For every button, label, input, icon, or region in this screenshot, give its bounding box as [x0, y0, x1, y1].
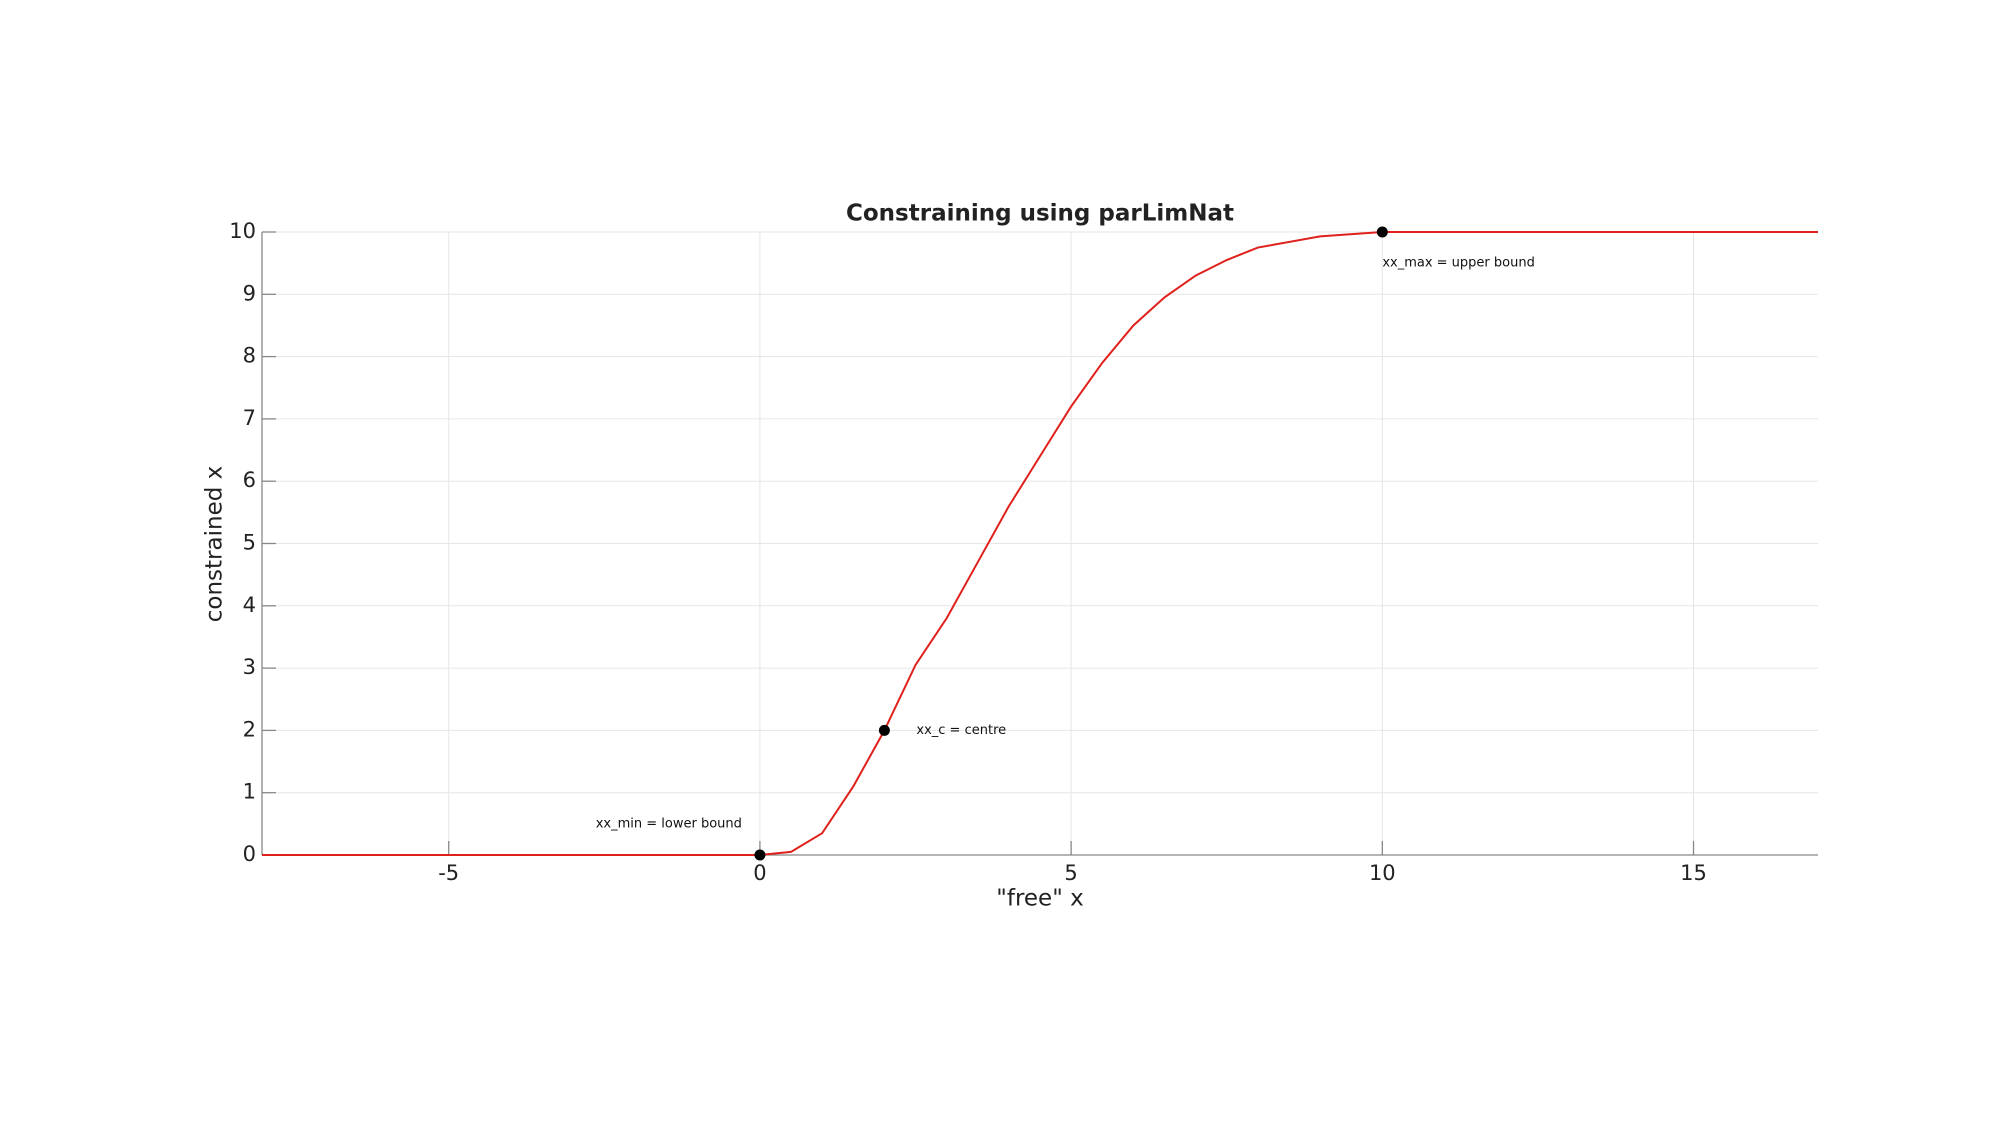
x-tick-label: 10 — [1369, 861, 1396, 885]
y-tick-label: 1 — [243, 780, 256, 804]
y-tick-label: 7 — [243, 406, 256, 430]
y-tick-label: 0 — [243, 842, 256, 866]
curve — [262, 231, 1818, 856]
chart-title: Constraining using parLimNat — [846, 201, 1234, 227]
point-marker — [754, 849, 766, 861]
y-tick-label: 4 — [243, 593, 256, 617]
x-tick-label: -5 — [438, 861, 459, 885]
x-axis-label: "free" x — [996, 886, 1083, 912]
y-tick-label: 5 — [243, 531, 256, 555]
annotation: xx_max = upper bound — [1382, 256, 1535, 271]
x-tick-label: 0 — [753, 861, 766, 885]
y-tick-label: 3 — [243, 655, 256, 679]
y-tick-label: 8 — [243, 344, 256, 368]
point-marker — [1376, 226, 1388, 238]
x-tick-label: 5 — [1064, 861, 1077, 885]
annotation: xx_min = lower bound — [596, 817, 742, 832]
x-tick-label: 15 — [1680, 861, 1707, 885]
y-tick-label: 6 — [243, 468, 256, 492]
y-axis-label: constrained x — [202, 466, 228, 623]
y-tick-label: 2 — [243, 717, 256, 741]
annotation: xx_c = centre — [916, 723, 1006, 738]
y-tick-label: 9 — [243, 281, 256, 305]
y-tick-label: 10 — [229, 219, 256, 243]
point-marker — [878, 724, 890, 736]
